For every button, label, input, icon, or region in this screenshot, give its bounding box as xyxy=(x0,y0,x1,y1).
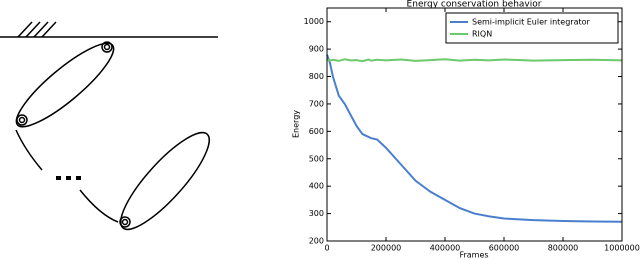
series-line xyxy=(326,58,623,63)
y-tick-label: 400 xyxy=(309,182,324,191)
y-tick-label: 800 xyxy=(309,72,324,81)
legend-box xyxy=(445,12,619,44)
x-tick-label: 600000 xyxy=(489,244,520,253)
x-tick-label: 200000 xyxy=(371,244,402,253)
y-tick-label: 1000 xyxy=(304,17,324,26)
y-tick-label: 700 xyxy=(309,99,324,108)
y-tick-label: 300 xyxy=(309,209,324,218)
x-tick-label: 0 xyxy=(324,244,329,253)
x-axis-label: Frames xyxy=(459,251,488,260)
y-tick-label: 900 xyxy=(309,45,324,54)
y-tick-label: 200 xyxy=(309,237,324,246)
y-tick-label: 600 xyxy=(309,127,324,136)
series-line xyxy=(326,54,623,223)
pendulum-diagram xyxy=(0,21,218,231)
y-tick-label: 500 xyxy=(309,154,324,163)
x-tick-label: 400000 xyxy=(430,244,461,253)
x-tick-label: 1000000 xyxy=(604,244,640,253)
y-axis-label: Energy xyxy=(292,110,301,138)
plot: 200 300 400 500 600 700 800 900 1000 0 200000 40000… xyxy=(304,7,640,253)
axes-frame xyxy=(326,7,623,242)
x-tick-label: 800000 xyxy=(548,244,579,253)
legend-label: Semi-implicit Euler integrator xyxy=(472,18,590,27)
chart-title: Energy conservation behavior xyxy=(407,0,542,10)
legend-label: RIQN xyxy=(472,30,492,39)
